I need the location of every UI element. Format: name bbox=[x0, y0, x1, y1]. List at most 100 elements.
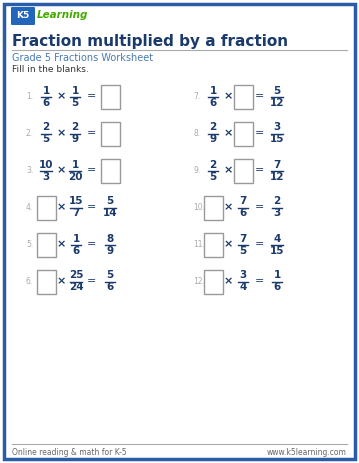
Text: 11.: 11. bbox=[193, 240, 205, 249]
Text: =: = bbox=[87, 276, 97, 287]
Text: 15: 15 bbox=[270, 245, 284, 256]
Text: 1: 1 bbox=[42, 86, 50, 95]
Text: =: = bbox=[254, 129, 264, 138]
Text: Online reading & math for K-5: Online reading & math for K-5 bbox=[12, 448, 127, 457]
Text: 6: 6 bbox=[106, 282, 114, 293]
Text: 5: 5 bbox=[42, 134, 50, 144]
Text: Learning: Learning bbox=[37, 10, 88, 20]
Text: 12: 12 bbox=[270, 98, 284, 107]
Text: 5: 5 bbox=[273, 86, 281, 95]
Text: 1: 1 bbox=[73, 233, 80, 244]
Text: ×: × bbox=[56, 165, 66, 175]
Text: 3: 3 bbox=[273, 208, 281, 219]
Bar bbox=[101, 158, 120, 182]
Text: 6: 6 bbox=[209, 98, 216, 107]
Text: 1.: 1. bbox=[26, 92, 33, 101]
Text: 6.: 6. bbox=[26, 277, 33, 286]
Text: ×: × bbox=[56, 129, 66, 138]
Text: =: = bbox=[254, 92, 264, 101]
Text: 2: 2 bbox=[273, 196, 281, 206]
Text: 10: 10 bbox=[39, 159, 53, 169]
Text: 1: 1 bbox=[273, 270, 281, 281]
Text: 8.: 8. bbox=[193, 129, 200, 138]
Bar bbox=[37, 269, 56, 294]
Text: 15: 15 bbox=[270, 134, 284, 144]
Text: 5: 5 bbox=[239, 245, 247, 256]
Bar bbox=[233, 121, 252, 145]
Text: 20: 20 bbox=[68, 171, 82, 181]
Text: 9: 9 bbox=[71, 134, 79, 144]
Text: 2: 2 bbox=[209, 159, 216, 169]
Bar bbox=[204, 232, 223, 257]
Text: 2: 2 bbox=[209, 123, 216, 132]
Text: 7: 7 bbox=[239, 196, 247, 206]
Text: 9.: 9. bbox=[193, 166, 200, 175]
Text: 5.: 5. bbox=[26, 240, 33, 249]
Bar bbox=[204, 269, 223, 294]
Text: 9: 9 bbox=[209, 134, 216, 144]
Text: 3: 3 bbox=[273, 123, 281, 132]
Text: 15: 15 bbox=[69, 196, 83, 206]
Bar bbox=[233, 85, 252, 108]
Text: =: = bbox=[86, 92, 96, 101]
Text: ×: × bbox=[223, 276, 233, 287]
Text: ×: × bbox=[223, 239, 233, 250]
Text: 25: 25 bbox=[69, 270, 83, 281]
Text: Fraction multiplied by a fraction: Fraction multiplied by a fraction bbox=[12, 34, 288, 49]
Text: =: = bbox=[254, 202, 264, 213]
Bar bbox=[101, 121, 120, 145]
Text: 5: 5 bbox=[106, 270, 114, 281]
Text: ×: × bbox=[223, 202, 233, 213]
Bar bbox=[37, 232, 56, 257]
Bar bbox=[233, 158, 252, 182]
Text: 2: 2 bbox=[71, 123, 79, 132]
Text: =: = bbox=[87, 239, 97, 250]
Text: www.k5learning.com: www.k5learning.com bbox=[267, 448, 347, 457]
Text: ×: × bbox=[56, 276, 66, 287]
Text: 1: 1 bbox=[71, 159, 79, 169]
Bar bbox=[204, 195, 223, 219]
Text: 5: 5 bbox=[71, 98, 79, 107]
Text: ×: × bbox=[56, 92, 66, 101]
Text: =: = bbox=[254, 276, 264, 287]
Text: 4: 4 bbox=[273, 233, 281, 244]
Text: 7: 7 bbox=[72, 208, 80, 219]
Text: 7.: 7. bbox=[193, 92, 200, 101]
Text: ×: × bbox=[56, 202, 66, 213]
Text: 1: 1 bbox=[71, 86, 79, 95]
Text: 5: 5 bbox=[106, 196, 114, 206]
Text: 3: 3 bbox=[239, 270, 247, 281]
Text: 2.: 2. bbox=[26, 129, 33, 138]
Text: Grade 5 Fractions Worksheet: Grade 5 Fractions Worksheet bbox=[12, 53, 153, 63]
Text: ×: × bbox=[223, 165, 233, 175]
Text: 12.: 12. bbox=[193, 277, 205, 286]
Text: 5: 5 bbox=[209, 171, 216, 181]
Text: 6: 6 bbox=[73, 245, 80, 256]
Text: 1: 1 bbox=[209, 86, 216, 95]
Text: 4: 4 bbox=[239, 282, 247, 293]
Text: 6: 6 bbox=[239, 208, 247, 219]
Text: K5: K5 bbox=[17, 12, 30, 20]
Text: =: = bbox=[86, 165, 96, 175]
Text: 4.: 4. bbox=[26, 203, 33, 212]
Text: 10.: 10. bbox=[193, 203, 205, 212]
Text: 7: 7 bbox=[273, 159, 281, 169]
Text: 2: 2 bbox=[42, 123, 50, 132]
Text: =: = bbox=[87, 202, 97, 213]
Text: =: = bbox=[254, 165, 264, 175]
Text: Fill in the blanks.: Fill in the blanks. bbox=[12, 65, 89, 74]
Text: 14: 14 bbox=[103, 208, 117, 219]
Text: =: = bbox=[254, 239, 264, 250]
Text: 12: 12 bbox=[270, 171, 284, 181]
Text: 24: 24 bbox=[69, 282, 83, 293]
Text: 8: 8 bbox=[106, 233, 114, 244]
Text: 9: 9 bbox=[106, 245, 113, 256]
Text: ×: × bbox=[223, 92, 233, 101]
Text: 3.: 3. bbox=[26, 166, 33, 175]
Text: 7: 7 bbox=[239, 233, 247, 244]
Bar bbox=[37, 195, 56, 219]
Bar bbox=[101, 85, 120, 108]
Text: ×: × bbox=[56, 239, 66, 250]
Text: 3: 3 bbox=[42, 171, 50, 181]
Text: =: = bbox=[86, 129, 96, 138]
